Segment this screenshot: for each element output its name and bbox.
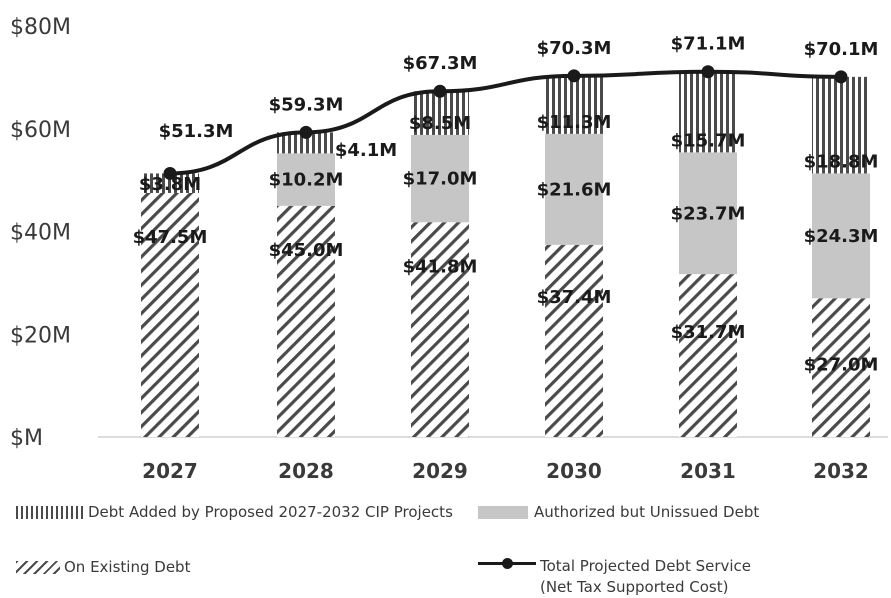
legend-swatch-line-marker	[478, 556, 536, 570]
label-authorized-2029: $17.0M	[403, 169, 478, 190]
legend-label-total-line1: Total Projected Debt Service	[540, 557, 752, 575]
bar-segment-authorized-2029	[411, 134, 469, 223]
bar-segment-authorized-2028	[277, 153, 335, 206]
label-new-cip-2029: $8.5M	[409, 113, 471, 134]
x-axis-tick-labels: 2027 2028 2029 2030 2031 2032	[142, 459, 869, 483]
label-total-2029: $67.3M	[403, 53, 478, 74]
legend-swatch-gray	[478, 506, 528, 519]
label-authorized-2028: $10.2M	[269, 170, 344, 191]
total-line-marker-2031	[701, 65, 715, 79]
label-existing-2030: $37.4M	[537, 287, 612, 308]
y-tick-label: $40M	[10, 221, 71, 246]
label-existing-2031: $31.7M	[671, 322, 746, 343]
bar-segment-authorized-2032	[812, 173, 870, 299]
legend-item-total-debt-service: Total Projected Debt Service (Net Tax Su…	[478, 556, 751, 598]
bar-segment-existing-2027	[141, 192, 199, 437]
legend-item-new-cip-debt: Debt Added by Proposed 2027-2032 CIP Pro…	[16, 503, 453, 521]
x-tick-label-2028: 2028	[278, 459, 334, 483]
label-new-cip-2028: $4.1M	[335, 140, 397, 161]
label-total-2032: $70.1M	[804, 39, 879, 60]
x-tick-label-2032: 2032	[813, 459, 869, 483]
bar-segment-new-cip-2032	[812, 76, 870, 174]
x-tick-label-2030: 2030	[546, 459, 602, 483]
y-axis-tick-labels: $M $20M $40M $60M $80M	[10, 15, 71, 451]
bar-segment-existing-2032	[812, 298, 870, 437]
bar-segment-new-cip-2027	[141, 173, 199, 193]
total-line-marker-2030	[567, 69, 581, 83]
bar-segment-new-cip-2029	[411, 91, 469, 135]
legend-item-existing-debt: On Existing Debt	[16, 558, 190, 576]
data-labels: $47.5M $3.8M $51.3M $45.0M $10.2M $4.1M $59.3M…	[133, 34, 879, 376]
legend-label-new-cip-debt: Debt Added by Proposed 2027-2032 CIP Pro…	[88, 503, 453, 521]
stacked-bars	[141, 71, 870, 437]
y-tick-label: $80M	[10, 15, 71, 40]
legend-label-total-debt-service: Total Projected Debt Service (Net Tax Su…	[540, 556, 751, 598]
label-existing-2029: $41.8M	[403, 256, 478, 277]
total-line-marker-2027	[163, 166, 177, 180]
legend-label-total-line2: (Net Tax Supported Cost)	[540, 578, 729, 596]
y-tick-label: $60M	[10, 118, 71, 143]
legend-item-authorized-debt: Authorized but Unissued Debt	[478, 503, 759, 521]
legend-swatch-vertical-hatch	[16, 506, 84, 519]
label-authorized-2032: $24.3M	[804, 226, 879, 247]
x-tick-label-2029: 2029	[412, 459, 468, 483]
label-existing-2027: $47.5M	[133, 227, 208, 248]
bar-segment-authorized-2031	[679, 152, 737, 275]
label-new-cip-2027: $3.8M	[139, 174, 201, 195]
label-new-cip-2030: $11.3M	[537, 112, 612, 133]
legend-label-existing-debt: On Existing Debt	[64, 558, 191, 576]
label-authorized-2030: $21.6M	[537, 179, 612, 200]
bar-segment-new-cip-2030	[545, 75, 603, 134]
label-total-2031: $71.1M	[671, 34, 746, 55]
label-new-cip-2032: $18.8M	[804, 151, 879, 172]
label-existing-2032: $27.0M	[804, 354, 879, 375]
bar-segment-new-cip-2028	[277, 132, 335, 154]
y-tick-label: $20M	[10, 323, 71, 348]
label-existing-2028: $45.0M	[269, 240, 344, 261]
label-authorized-2031: $23.7M	[671, 203, 746, 224]
legend-swatch-diagonal-hatch	[16, 561, 60, 574]
bar-segment-authorized-2030	[545, 133, 603, 245]
legend-label-authorized-debt: Authorized but Unissued Debt	[534, 503, 760, 521]
bar-segment-existing-2029	[411, 222, 469, 437]
bar-segment-existing-2028	[277, 205, 335, 437]
bar-segment-new-cip-2031	[679, 71, 737, 153]
label-total-2028: $59.3M	[269, 94, 344, 115]
total-line-marker-2028	[299, 125, 313, 139]
bar-segment-existing-2031	[679, 274, 737, 437]
x-tick-label-2027: 2027	[142, 459, 198, 483]
label-total-2030: $70.3M	[537, 38, 612, 59]
bar-segment-existing-2030	[545, 244, 603, 437]
y-tick-label: $M	[10, 426, 43, 451]
total-line-marker-2029	[433, 84, 447, 98]
x-tick-label-2031: 2031	[680, 459, 736, 483]
total-line-marker-2032	[834, 70, 848, 84]
total-debt-service-line	[163, 65, 848, 180]
label-total-2027: $51.3M	[159, 121, 234, 142]
total-line-path	[169, 69, 842, 176]
label-new-cip-2031: $15.7M	[671, 130, 746, 151]
